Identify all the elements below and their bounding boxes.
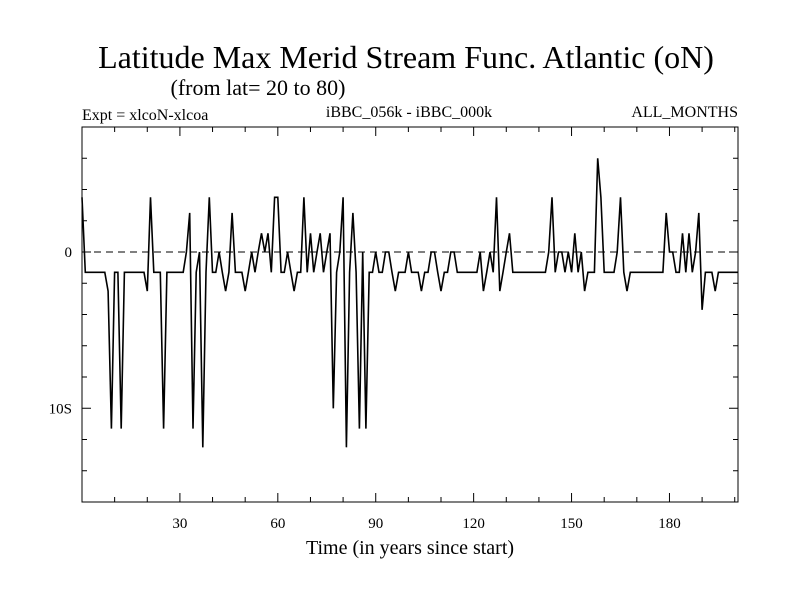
y-axis: 0 10S <box>49 157 738 472</box>
series-line <box>81 158 738 448</box>
x-tick-label: 150 <box>560 516 583 532</box>
x-tick-label: 120 <box>462 516 485 532</box>
x-tick-label: 90 <box>368 516 383 532</box>
header-center: iBBC_056k - iBBC_000k <box>326 104 492 121</box>
x-axis-label: Time (in years since start) <box>306 537 514 559</box>
x-tick-label: 30 <box>172 516 187 532</box>
header-left: Expt = xlcoN-xlcoa <box>82 107 208 124</box>
x-tick-label: 60 <box>270 516 285 532</box>
y-tick-label: 0 <box>65 245 73 261</box>
chart-title: Latitude Max Merid Stream Func. Atlantic… <box>98 39 714 75</box>
x-tick-label: 180 <box>658 516 681 532</box>
plot-frame <box>81 126 739 503</box>
y-tick-label: 10S <box>49 401 72 417</box>
header-right: ALL_MONTHS <box>631 104 738 121</box>
x-axis: 30 60 90 120 150 180 <box>114 127 736 532</box>
chart-subtitle: (from lat= 20 to 80) <box>171 75 346 100</box>
